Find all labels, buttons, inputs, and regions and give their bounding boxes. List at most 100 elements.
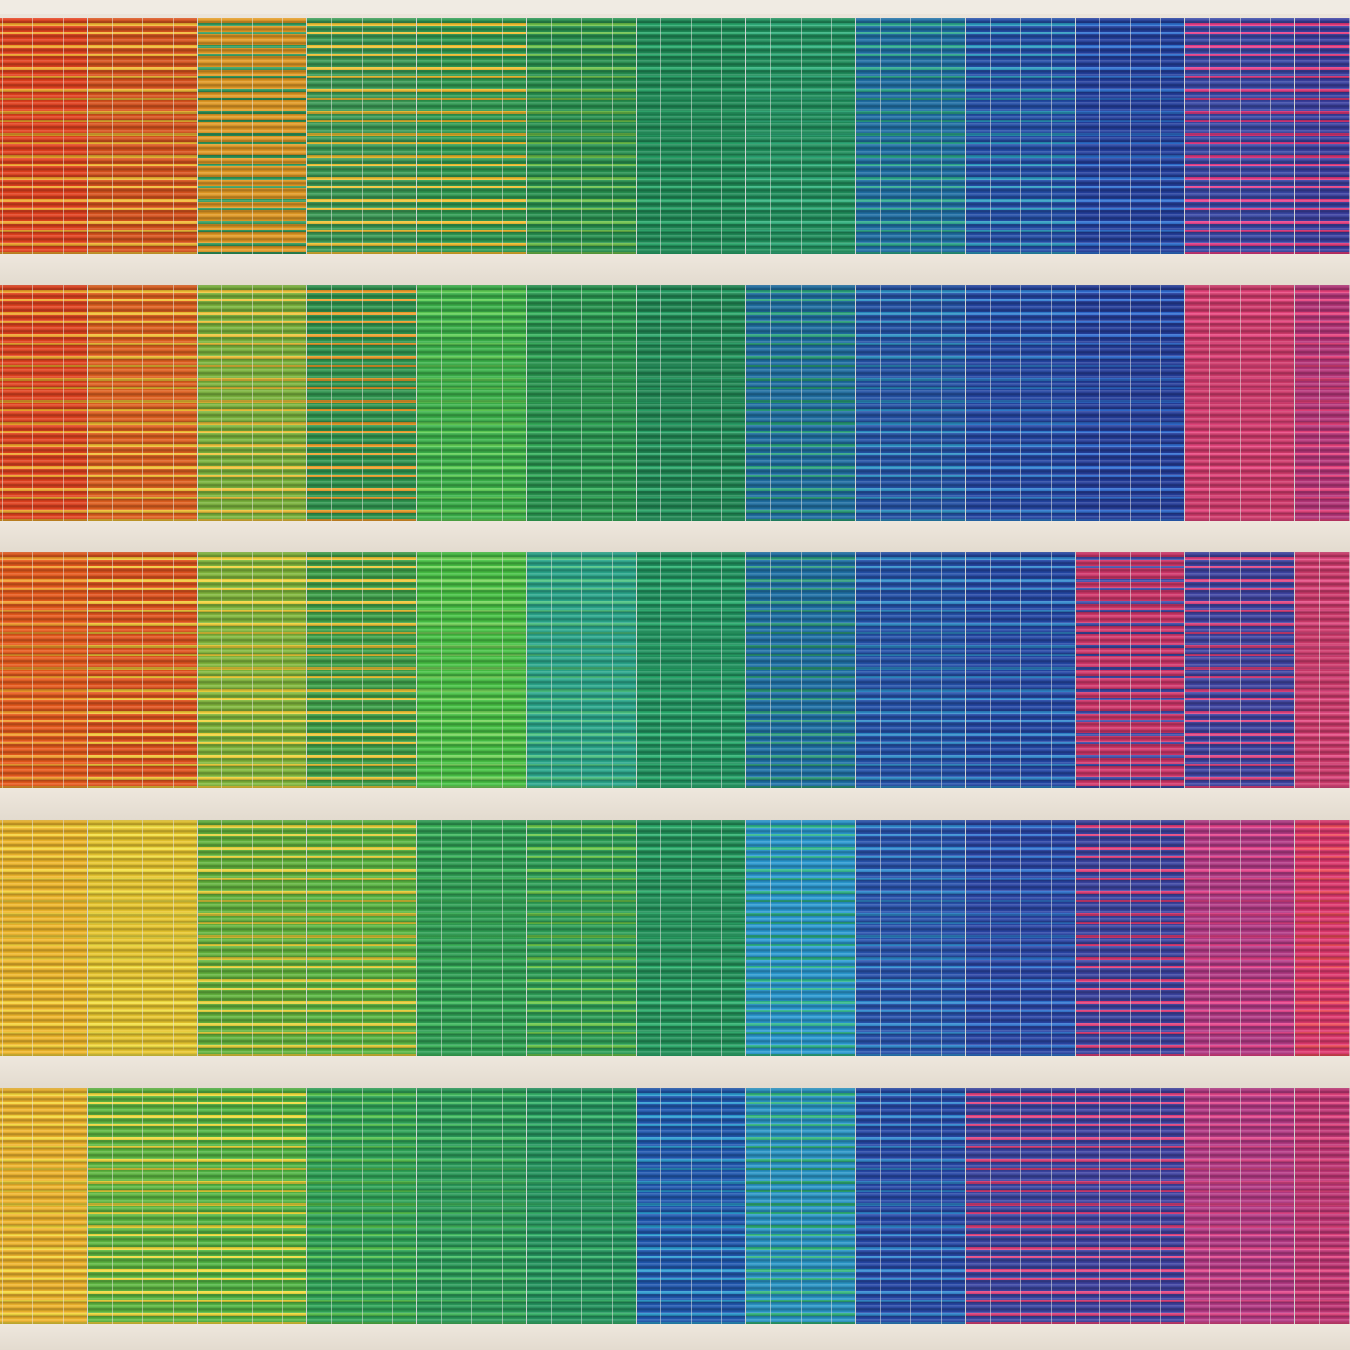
window-blind [1075,285,1187,521]
blind-cord [142,820,144,1056]
blind-cord [440,1088,442,1324]
blind-cord [550,552,552,788]
window-blind [636,285,748,521]
window-blind [856,1088,967,1324]
blind-slats [1295,18,1350,254]
blind-cord [1,820,3,1056]
blind-cord [1160,552,1162,788]
blind-cord [879,820,881,1056]
blind-cord [1239,552,1241,788]
blind-cord [1318,285,1320,521]
blind-cord [392,285,394,521]
blind-cord [111,552,113,788]
blind-cord [501,552,503,788]
blind-cord [1318,1088,1320,1324]
blind-cord [550,285,552,521]
blind-cord [910,285,912,521]
window-blind [1185,1088,1297,1324]
blind-cord [471,18,473,254]
blind-cord [172,18,174,254]
window-blind [965,820,1077,1056]
blind-cord [361,1088,363,1324]
blind-cord [331,552,333,788]
blind-cord [989,1088,991,1324]
window-blind [87,820,199,1056]
blind-cord [721,1088,723,1324]
blind-cord [62,820,64,1056]
blind-cord [770,285,772,521]
blind-cord [1270,1088,1272,1324]
blind-cord [172,1088,174,1324]
blind-slats [0,820,87,1056]
blind-cord [361,820,363,1056]
blind-cord [111,820,113,1056]
window-blind [1185,285,1297,521]
blind-cord [800,820,802,1056]
window-blind [307,552,419,788]
blind-cord [581,18,583,254]
window-blind [965,285,1077,521]
blind-cord [940,1088,942,1324]
window-blind [1185,820,1297,1056]
blind-cord [770,18,772,254]
window-blind [526,820,638,1056]
blind-cord [32,552,34,788]
blind-cord [1020,1088,1022,1324]
blind-cord [940,552,942,788]
window-blind [1185,552,1297,788]
blind-slats [1295,285,1350,521]
blind-cord [940,820,942,1056]
blind-cord [331,18,333,254]
blind-cord [1099,285,1101,521]
window-blind [307,18,419,254]
blind-cord [721,820,723,1056]
window-blind [0,552,89,788]
blind-cord [1160,1088,1162,1324]
blind-cord [501,820,503,1056]
blind-cord [800,552,802,788]
blind-cord [1209,285,1211,521]
blind-cord [142,18,144,254]
blind-cord [581,1088,583,1324]
floor-slab [0,254,1350,285]
window-blind [417,18,528,254]
blind-cord [221,1088,223,1324]
blind-cord [1050,18,1052,254]
blind-cord [721,18,723,254]
window-blind [636,820,748,1056]
window-blind [746,285,858,521]
blind-cord [142,1088,144,1324]
blind-row-2 [0,285,1350,521]
blind-cord [879,552,881,788]
blind-cord [282,18,284,254]
window-blind [197,820,309,1056]
blind-cord [251,285,253,521]
window-blind [1295,285,1350,521]
window-blind [965,552,1077,788]
window-blind [1075,552,1187,788]
blind-cord [361,552,363,788]
blind-cord [940,18,942,254]
blind-cord [611,820,613,1056]
blind-cord [142,552,144,788]
blind-row-5 [0,1088,1350,1324]
blind-row-1 [0,18,1350,254]
blind-cord [471,285,473,521]
blind-cord [581,552,583,788]
blind-cord [690,18,692,254]
blind-cord [32,1088,34,1324]
blind-cord [1129,18,1131,254]
blind-cord [221,18,223,254]
blind-cord [581,285,583,521]
blind-cord [879,18,881,254]
window-blind [1295,1088,1350,1324]
blind-cord [910,18,912,254]
window-blind [307,820,419,1056]
window-blind [1295,18,1350,254]
blind-cord [660,18,662,254]
blind-row-3 [0,552,1350,788]
blind-cord [1020,552,1022,788]
blind-cord [660,1088,662,1324]
window-blind [87,1088,199,1324]
